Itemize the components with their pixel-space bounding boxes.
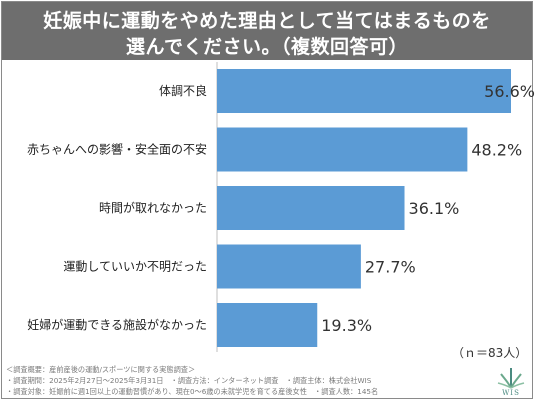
category-label-1: 体調不良 xyxy=(159,83,207,98)
bar-1 xyxy=(217,69,511,113)
value-label-3: 36.1% xyxy=(409,199,460,218)
value-label-4: 27.7% xyxy=(365,258,416,277)
wis-leaf-icon xyxy=(497,368,525,389)
category-label-4: 運動していいか不明だった xyxy=(63,260,207,274)
category-label-3: 時間が取れなかった xyxy=(99,200,207,215)
value-label-1: 56.6% xyxy=(484,82,535,101)
footnote-line2: ・調査期間：2025年2月27日～2025年3月31日 ・調査方法：インターネッ… xyxy=(6,376,372,385)
bar-5 xyxy=(217,303,318,347)
chart-title-line2: 選んでください。（複数回答可） xyxy=(125,36,409,58)
bar-2 xyxy=(217,127,468,172)
bar-4 xyxy=(217,244,361,289)
category-label-5: 妊婦が運動できる施設がなかった xyxy=(27,317,207,332)
title-banner: 妊娠中に運動をやめた理由として当てはまるものを 選んでください。（複数回答可） xyxy=(2,2,532,60)
category-label-2: 赤ちゃんへの影響・安全面の不安 xyxy=(27,142,207,157)
value-label-5: 19.3% xyxy=(321,316,372,335)
sample-size-label: （ｎ＝83人） xyxy=(452,346,528,360)
footnote-line1: ＜調査概要：産前産後の運動/スポーツに関する実態調査＞ xyxy=(6,365,196,374)
wis-logo: WIS xyxy=(496,366,526,398)
wis-logo-text: WIS xyxy=(502,389,520,397)
bar-3 xyxy=(217,186,405,230)
footnote-line3: ・調査対象：妊娠前に週1回以上の運動習慣があり、現在0～6歳の未就学児を育てる産… xyxy=(6,387,379,396)
chart-title-line1: 妊娠中に運動をやめた理由として当てはまるものを xyxy=(43,10,491,32)
survey-footnote: ＜調査概要：産前産後の運動/スポーツに関する実態調査＞ ・調査期間：2025年2… xyxy=(6,364,486,397)
value-label-2: 48.2% xyxy=(471,141,522,160)
